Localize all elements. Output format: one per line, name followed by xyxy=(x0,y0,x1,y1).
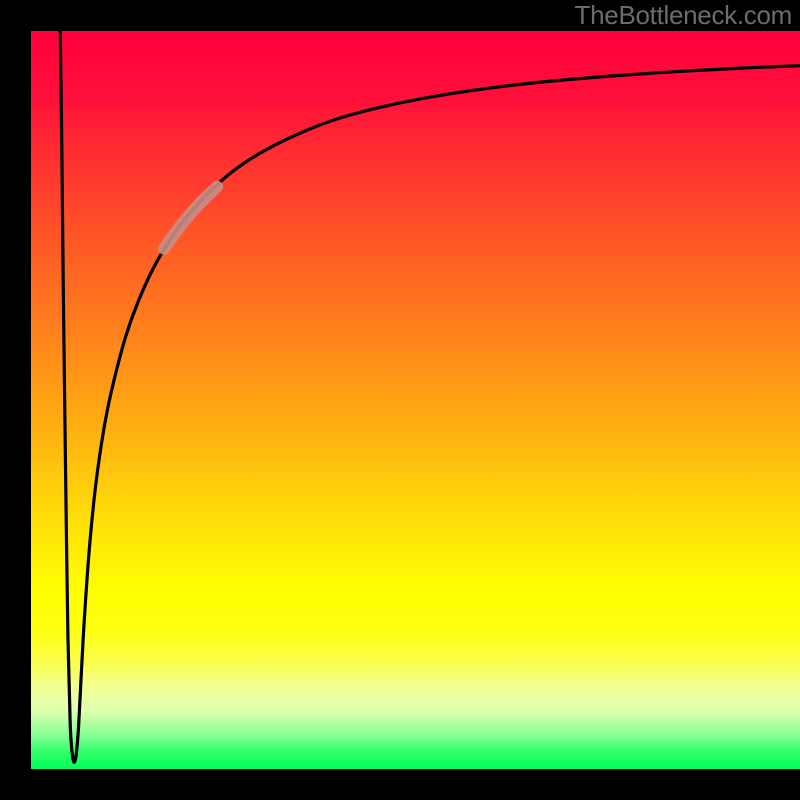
chart-container: TheBottleneck.com xyxy=(0,0,800,800)
bottleneck-chart xyxy=(0,0,800,800)
plot-background xyxy=(31,31,800,769)
